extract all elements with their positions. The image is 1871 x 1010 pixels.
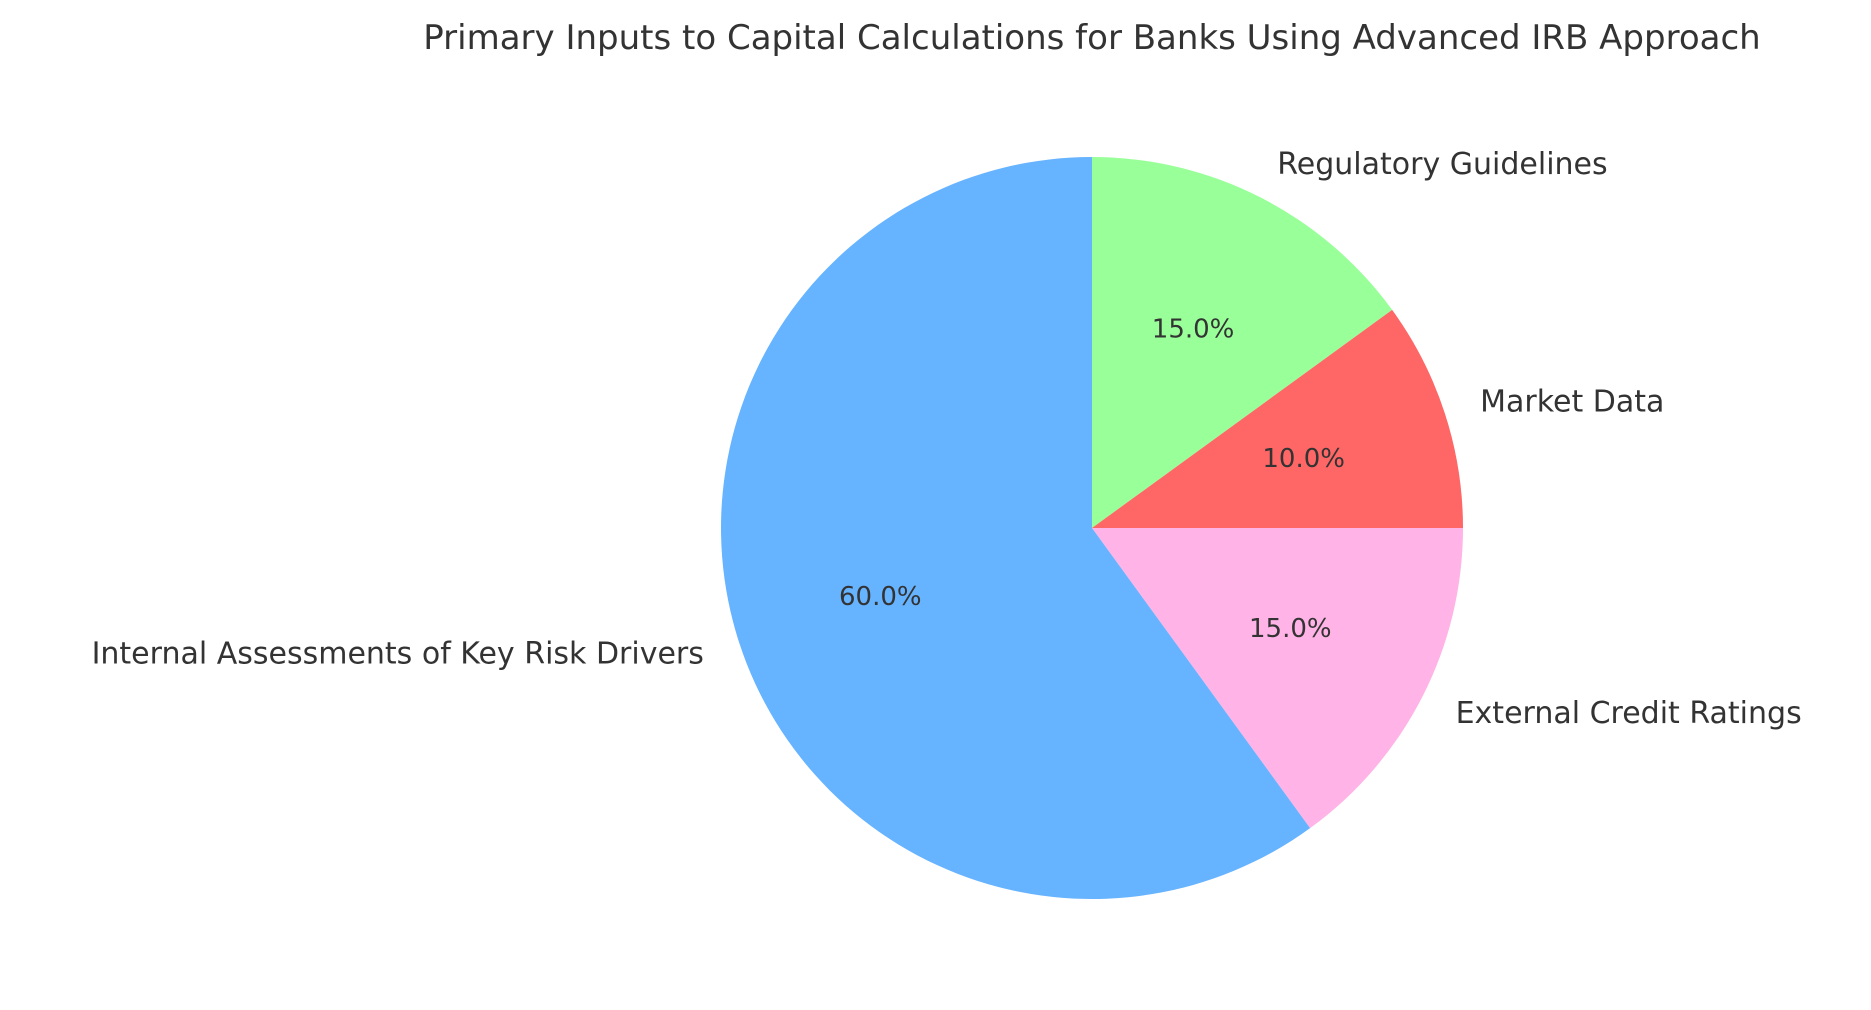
- pie-slice-internal-assessments-of-key-risk-drivers: [721, 157, 1311, 899]
- slice-label: Market Data: [1480, 384, 1664, 419]
- slice-label: External Credit Ratings: [1456, 696, 1802, 731]
- slice-percent-label: 60.0%: [839, 582, 922, 612]
- slice-label: Internal Assessments of Key Risk Drivers: [92, 637, 704, 672]
- pie-slice-regulatory-guidelines: [1092, 157, 1393, 528]
- slice-percent-label: 15.0%: [1152, 315, 1235, 345]
- pie-slices: [721, 157, 1463, 899]
- pie-slice-market-data: [1092, 309, 1463, 528]
- slice-percent-label: 15.0%: [1249, 614, 1332, 644]
- pie-labels: Regulatory Guidelines 15.0% Market Data 10.…: [92, 147, 1802, 731]
- slice-label: Regulatory Guidelines: [1277, 147, 1607, 182]
- slice-percent-label: 10.0%: [1262, 444, 1345, 474]
- chart-title: Primary Inputs to Capital Calculations f…: [423, 18, 1760, 58]
- pie-slice-external-credit-ratings: [1092, 528, 1463, 829]
